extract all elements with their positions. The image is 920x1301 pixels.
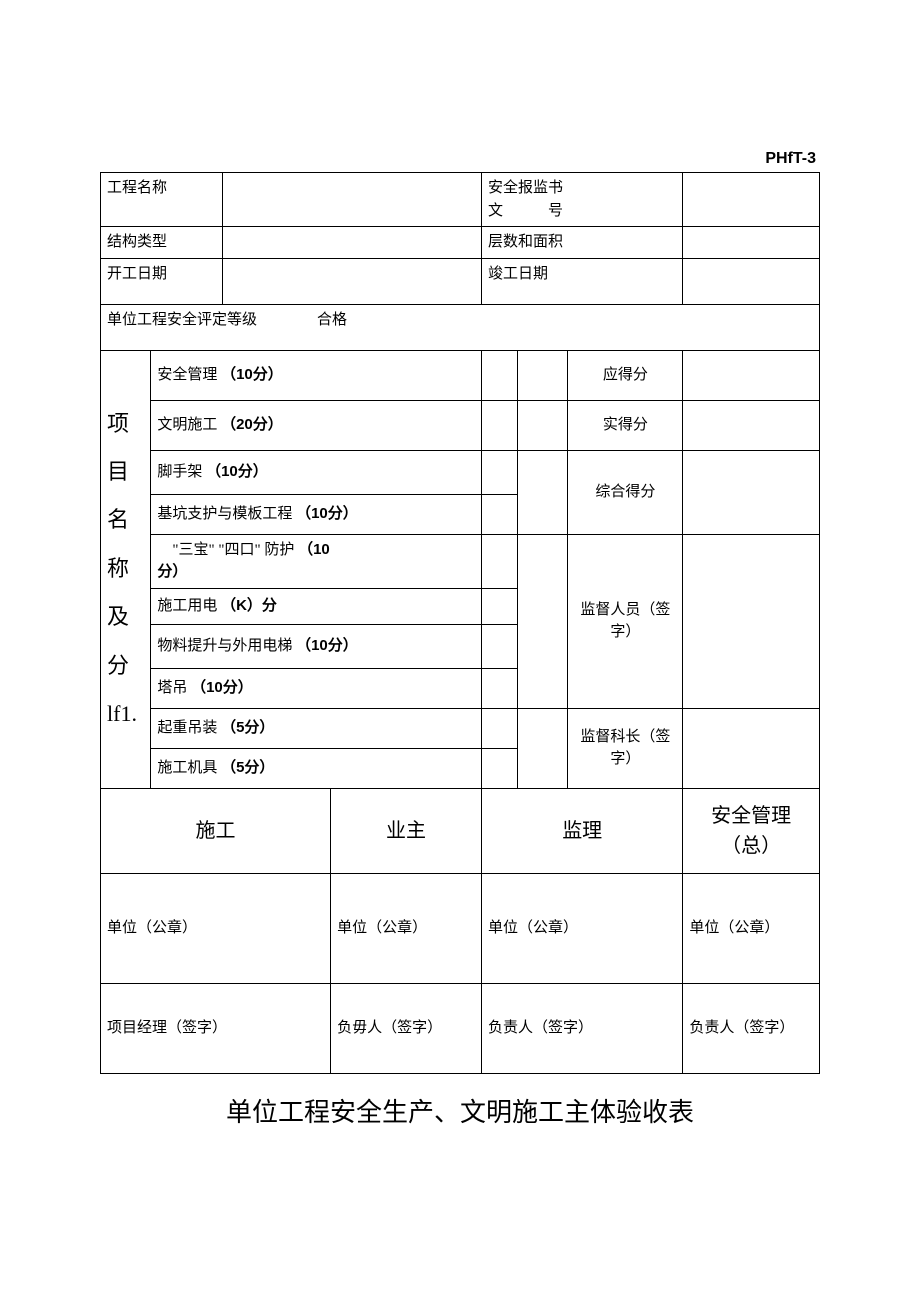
label-start-date: 开工日期 xyxy=(101,258,223,304)
footer-col-construction: 施工 xyxy=(101,788,331,873)
label-composite: 综合得分 xyxy=(568,450,683,534)
item-safety-mgmt: 安全管理 （10分） xyxy=(151,350,482,400)
blank-1[interactable] xyxy=(517,350,567,400)
stamp-supervision[interactable]: 单位（公章） xyxy=(482,873,683,983)
score-cell-2[interactable] xyxy=(482,400,518,450)
footer-col-safety-mgmt: 安全管理（总） xyxy=(683,788,820,873)
field-floors-area[interactable] xyxy=(683,227,820,259)
field-project-name[interactable] xyxy=(223,173,482,227)
blank-5[interactable] xyxy=(517,534,567,708)
label-actual-score: 实得分 xyxy=(568,400,683,450)
field-start-date[interactable] xyxy=(223,258,482,304)
sidebar-label: 项目 名称 及分 lf1. xyxy=(101,350,151,788)
label-floors-area: 层数和面积 xyxy=(482,227,683,259)
label-structure-type: 结构类型 xyxy=(101,227,223,259)
score-cell-5[interactable] xyxy=(482,534,518,588)
field-completion-date[interactable] xyxy=(683,258,820,304)
item-lifting: 起重吊装 （5分） xyxy=(151,708,482,748)
footer-col-owner: 业主 xyxy=(331,788,482,873)
score-cell-7[interactable] xyxy=(482,624,518,668)
score-cell-6[interactable] xyxy=(482,588,518,624)
score-cell-9[interactable] xyxy=(482,708,518,748)
item-electricity: 施工用电 （K）分 xyxy=(151,588,482,624)
field-due-score[interactable] xyxy=(683,350,820,400)
sign-owner[interactable]: 负毋人（签字） xyxy=(331,983,482,1073)
footer-col-supervision: 监理 xyxy=(482,788,683,873)
score-cell-8[interactable] xyxy=(482,668,518,708)
label-completion-date: 竣工日期 xyxy=(482,258,683,304)
item-civilized: 文明施工 （20分） xyxy=(151,400,482,450)
score-cell-4[interactable] xyxy=(482,494,518,534)
field-supervisor-sign[interactable] xyxy=(683,534,820,708)
grade-line: 单位工程安全评定等级 合格 xyxy=(101,304,820,350)
field-structure-type[interactable] xyxy=(223,227,482,259)
label-project-name: 工程名称 xyxy=(101,173,223,227)
stamp-construction[interactable]: 单位（公章） xyxy=(101,873,331,983)
stamp-safety[interactable]: 单位（公章） xyxy=(683,873,820,983)
sign-safety[interactable]: 负责人（签字） xyxy=(683,983,820,1073)
label-chief-sign: 监督科长（签 字） xyxy=(568,708,683,788)
field-composite[interactable] xyxy=(683,450,820,534)
sign-pm[interactable]: 项目经理（签字） xyxy=(101,983,331,1073)
score-cell-3[interactable] xyxy=(482,450,518,494)
item-pit-formwork: 基坑支护与模板工程 （10分） xyxy=(151,494,482,534)
label-due-score: 应得分 xyxy=(568,350,683,400)
page-title: 单位工程安全生产、文明施工主体验收表 xyxy=(100,1092,820,1129)
item-scaffold: 脚手架 （10分） xyxy=(151,450,482,494)
item-tower-crane: 塔吊 （10分） xyxy=(151,668,482,708)
score-cell-1[interactable] xyxy=(482,350,518,400)
field-safety-report[interactable] xyxy=(683,173,820,227)
item-machinery: 施工机具 （5分） xyxy=(151,748,482,788)
main-table: 工程名称 安全报监书 文 号 结构类型 层数和面积 开工日期 竣工日期 单位工程… xyxy=(100,172,820,1074)
item-sanbao: "三宝" "四口" 防护 （10 分） xyxy=(151,534,482,588)
field-actual-score[interactable] xyxy=(683,400,820,450)
score-cell-10[interactable] xyxy=(482,748,518,788)
field-chief-sign[interactable] xyxy=(683,708,820,788)
blank-9[interactable] xyxy=(517,708,567,788)
form-code: PHfT-3 xyxy=(100,150,820,168)
label-supervisor-sign: 监督人员（签 字） xyxy=(568,534,683,708)
blank-3[interactable] xyxy=(517,450,567,534)
stamp-owner[interactable]: 单位（公章） xyxy=(331,873,482,983)
blank-2[interactable] xyxy=(517,400,567,450)
label-safety-report: 安全报监书 文 号 xyxy=(482,173,683,227)
item-hoist: 物料提升与外用电梯 （10分） xyxy=(151,624,482,668)
sign-supervision[interactable]: 负责人（签字） xyxy=(482,983,683,1073)
